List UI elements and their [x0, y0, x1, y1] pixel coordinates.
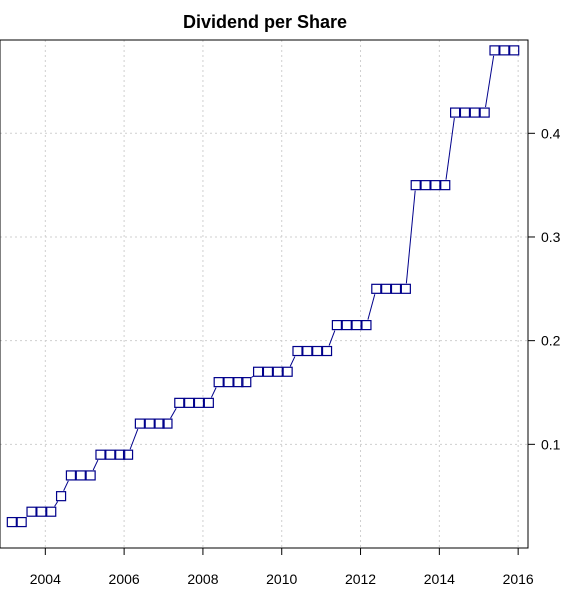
data-point [381, 283, 392, 294]
series-segment [485, 55, 495, 108]
axes: 2004 2006 2008 2010 2012 2014 2016 0.1 0.2 0.3 0.4 [30, 125, 561, 587]
data-point [184, 397, 195, 408]
data-point [509, 45, 520, 56]
data-point [16, 516, 27, 528]
data-point [134, 418, 145, 429]
data-point [371, 283, 382, 294]
data-point [302, 345, 313, 357]
data-point [430, 180, 441, 191]
data-point [144, 418, 155, 429]
series-segment [170, 407, 177, 419]
data-point [46, 506, 57, 517]
x-tick-label: 2010 [266, 571, 297, 587]
series-segment [328, 330, 336, 346]
data-point [420, 180, 431, 191]
data-point [193, 397, 205, 408]
data-point [440, 180, 451, 191]
data-point [223, 377, 234, 388]
series-segment [129, 428, 139, 450]
series-segment [289, 356, 296, 367]
x-tick-label: 2008 [187, 571, 218, 587]
data-point [154, 418, 165, 429]
data-point [361, 320, 372, 331]
data-point [292, 345, 303, 357]
y-tick-label: 0.2 [541, 333, 561, 349]
data-point [75, 470, 86, 481]
data-point [174, 397, 185, 408]
data-point [450, 107, 461, 118]
data-point [122, 449, 134, 460]
x-tick-label: 2012 [345, 571, 376, 587]
y-tick-label: 0.4 [541, 125, 561, 141]
data-point [390, 283, 402, 294]
data-point [341, 320, 352, 331]
data-point [351, 320, 362, 331]
chart-title: Dividend per Share [183, 12, 347, 32]
data-point [331, 320, 342, 331]
data-point [410, 180, 421, 191]
data-point [272, 366, 283, 377]
data-point [36, 506, 47, 517]
data-point [469, 107, 480, 118]
series-segment [210, 387, 217, 398]
x-tick-label: 2006 [109, 571, 140, 587]
data-point [26, 506, 37, 517]
x-tick-label: 2004 [30, 571, 61, 587]
series-segment [445, 117, 455, 180]
data-point [252, 366, 264, 377]
x-tick-label: 2014 [424, 571, 455, 587]
series-segment [54, 501, 59, 507]
data-point [321, 345, 333, 357]
series-segment [367, 294, 376, 320]
series-segment [92, 459, 99, 471]
data-point [65, 470, 77, 481]
data-point [262, 366, 274, 377]
data-point [105, 449, 116, 460]
data-point [203, 397, 214, 408]
data-point [95, 449, 106, 460]
data-point [479, 107, 490, 118]
series-layer [6, 45, 520, 528]
series-segment [63, 480, 69, 491]
y-tick-label: 0.3 [541, 229, 561, 245]
x-tick-label: 2016 [503, 571, 534, 587]
data-point [282, 366, 293, 377]
plot-frame [0, 39, 529, 549]
data-point [400, 283, 411, 294]
y-tick-label: 0.1 [541, 436, 561, 452]
grid [0, 40, 528, 548]
data-point [85, 470, 96, 481]
data-point [115, 449, 126, 460]
data-point [233, 377, 244, 388]
data-point [213, 377, 224, 388]
data-point [241, 377, 252, 388]
series [6, 45, 520, 528]
data-point [55, 491, 67, 502]
data-point [6, 516, 17, 528]
series-segment [251, 375, 254, 378]
data-point [162, 418, 173, 429]
data-point [312, 345, 323, 357]
data-point [499, 45, 510, 56]
data-point [489, 45, 500, 56]
series-segment [405, 190, 416, 284]
data-point [459, 107, 471, 118]
